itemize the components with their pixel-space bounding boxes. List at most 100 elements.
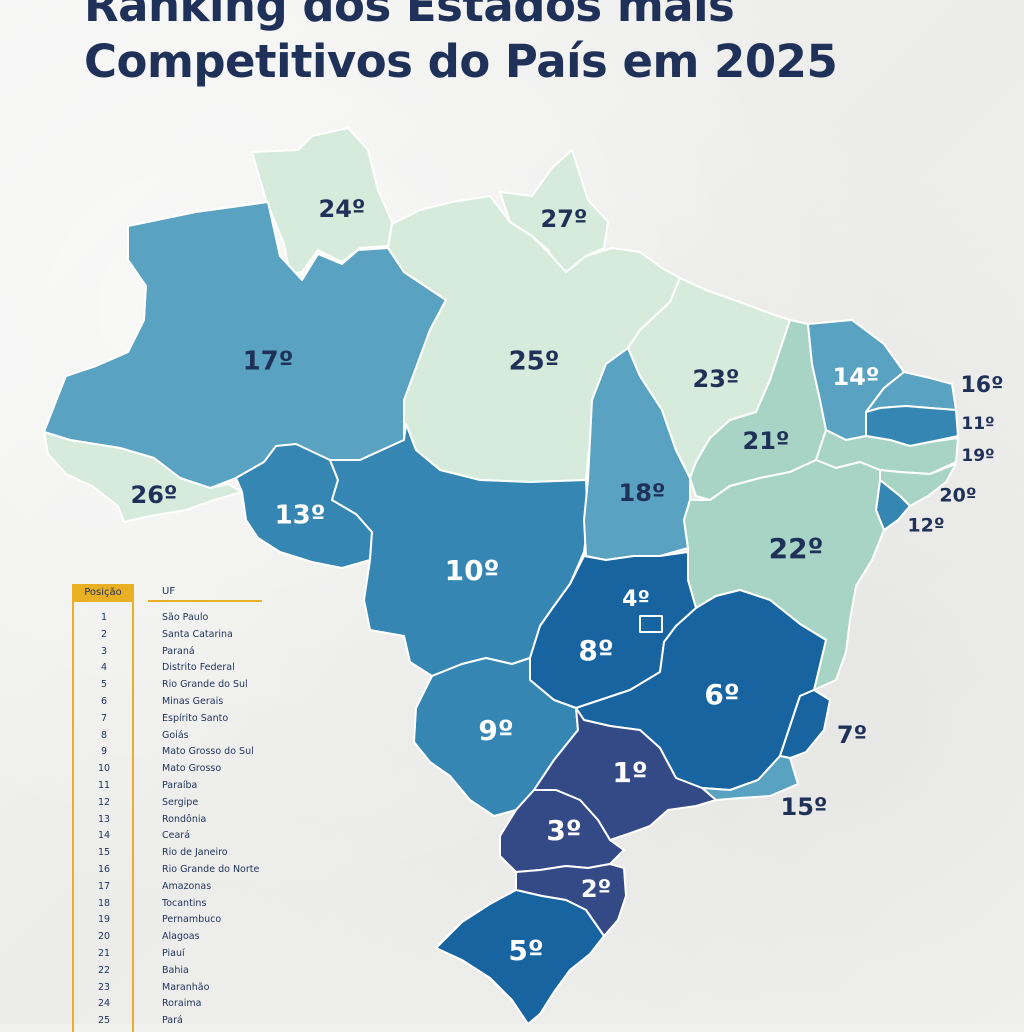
label-espirito-santo: 7º xyxy=(837,721,867,749)
legend-row: 2 Santa Catarina xyxy=(72,627,292,644)
legend-position: 20 xyxy=(97,931,111,943)
legend-position: 6 xyxy=(100,695,108,707)
legend-row: 15 Rio de Janeiro xyxy=(72,845,292,862)
legend-row: 3 Paraná xyxy=(72,644,292,661)
legend-state-name: Pará xyxy=(162,1015,183,1027)
legend-row: 9 Mato Grosso do Sul xyxy=(72,744,292,761)
legend-position: 5 xyxy=(100,679,108,691)
label-parana: 3º xyxy=(546,814,581,847)
legend-row: 21 Piauí xyxy=(72,946,292,963)
label-roraima: 24º xyxy=(319,195,366,223)
legend-state-name: Rondônia xyxy=(162,813,207,825)
label-ceara: 14º xyxy=(833,363,880,391)
label-acre: 26º xyxy=(131,481,178,509)
legend-row: 17 Amazonas xyxy=(72,879,292,896)
legend-state-name: Paraíba xyxy=(162,779,198,791)
legend-position: 22 xyxy=(97,964,111,976)
label-pernambuco: 19º xyxy=(961,446,994,466)
label-rio-grande-do-norte: 16º xyxy=(960,373,1003,398)
legend-position: 15 xyxy=(97,847,111,859)
legend-row: 6 Minas Gerais xyxy=(72,694,292,711)
legend-state-name: Sergipe xyxy=(162,796,199,808)
legend-state-name: Roraima xyxy=(162,998,202,1010)
rank-labels: 24º 27º 17º 25º 26º 13º 10º 18º 23º 21º … xyxy=(131,195,1004,967)
label-minas-gerais: 6º xyxy=(704,678,739,711)
legend-state-name: Amazonas xyxy=(162,880,212,892)
legend-state-name: Goiás xyxy=(162,729,189,741)
state-rio-de-janeiro xyxy=(701,755,799,801)
legend-state-name: Piauí xyxy=(162,947,185,959)
legend-position: 8 xyxy=(100,729,108,741)
legend-state-name: Rio de Janeiro xyxy=(162,847,228,859)
legend-state-name: Mato Grosso xyxy=(162,763,222,775)
legend-row: 12 Sergipe xyxy=(72,795,292,812)
legend-row: 18 Tocantins xyxy=(72,896,292,913)
label-sergipe: 12º xyxy=(907,515,944,537)
state-acre xyxy=(43,431,243,523)
legend-state-name: Maranhão xyxy=(162,981,210,993)
label-mato-grosso: 10º xyxy=(445,554,500,587)
label-tocantins: 18º xyxy=(619,479,666,507)
legend-row: 11 Paraíba xyxy=(72,778,292,795)
legend-row: 7 Espírito Santo xyxy=(72,711,292,728)
legend-position: 14 xyxy=(97,830,111,842)
legend-state-name: Espírito Santo xyxy=(162,712,229,724)
legend-row: 24 Roraima xyxy=(72,996,292,1013)
legend-position: 13 xyxy=(97,813,111,825)
legend-row: 5 Rio Grande do Sul xyxy=(72,677,292,694)
legend-state-name: Santa Catarina xyxy=(162,628,233,640)
label-bahia: 22º xyxy=(769,532,824,565)
legend-state-name: Pernambuco xyxy=(162,914,222,926)
legend-position: 7 xyxy=(100,712,108,724)
label-mato-grosso-do-sul: 9º xyxy=(478,714,513,747)
legend-state-name: Rio Grande do Sul xyxy=(162,679,248,691)
legend-position: 18 xyxy=(97,897,111,909)
legend-position: 17 xyxy=(97,880,111,892)
legend-position: 12 xyxy=(97,796,111,808)
legend-position: 2 xyxy=(100,628,108,640)
legend-position: 21 xyxy=(97,947,111,959)
label-rio-de-janeiro: 15º xyxy=(781,793,828,821)
legend-position: 1 xyxy=(100,612,108,623)
legend-row: 20 Alagoas xyxy=(72,929,292,946)
legend-row: 13 Rondônia xyxy=(72,812,292,829)
state-distrito-federal xyxy=(639,615,663,633)
legend-state-name: Tocantins xyxy=(162,897,207,909)
label-alagoas: 20º xyxy=(939,485,976,507)
legend-state-name: Distrito Federal xyxy=(162,662,235,674)
legend-position: 10 xyxy=(97,763,111,775)
label-santa-catarina: 2º xyxy=(581,875,611,903)
legend-rows: 1 São Paulo 2 Santa Catarina 3 Paraná 4 Distrit… xyxy=(72,610,292,1030)
legend-row: 16 Rio Grande do Norte xyxy=(72,862,292,879)
page-title: Ranking dos Estados mais Competitivos do… xyxy=(84,0,838,90)
label-maranhao: 23º xyxy=(693,365,740,393)
legend-row: 10 Mato Grosso xyxy=(72,761,292,778)
legend-position: 24 xyxy=(97,998,111,1010)
legend-row: 19 Pernambuco xyxy=(72,912,292,929)
legend-header-position: Posição xyxy=(72,584,134,602)
legend-row: 8 Goiás xyxy=(72,728,292,745)
legend-position: 4 xyxy=(100,662,108,674)
legend-position: 25 xyxy=(97,1015,111,1027)
legend-row: 25 Pará xyxy=(72,1013,292,1030)
legend-position: 16 xyxy=(97,863,111,875)
label-amazonas: 17º xyxy=(243,347,294,377)
legend-row: 14 Ceará xyxy=(72,828,292,845)
legend-state-name: Paraná xyxy=(162,645,195,657)
legend-row: 22 Bahia xyxy=(72,963,292,980)
legend-divider-right xyxy=(132,602,134,1032)
label-para: 25º xyxy=(509,347,560,377)
legend-state-name: Minas Gerais xyxy=(162,695,224,707)
legend-state-name: Mato Grosso do Sul xyxy=(162,746,254,758)
label-paraiba: 11º xyxy=(961,414,994,434)
title-line-2: Competitivos do País em 2025 xyxy=(84,35,838,88)
legend-position: 3 xyxy=(100,645,108,657)
legend-position: 9 xyxy=(100,746,108,758)
label-distrito-federal: 4º xyxy=(622,587,650,612)
label-amapa: 27º xyxy=(541,205,588,233)
label-piaui: 21º xyxy=(743,427,790,455)
legend-position: 23 xyxy=(97,981,111,993)
label-rondonia: 13º xyxy=(275,501,326,531)
label-goias: 8º xyxy=(578,634,613,667)
